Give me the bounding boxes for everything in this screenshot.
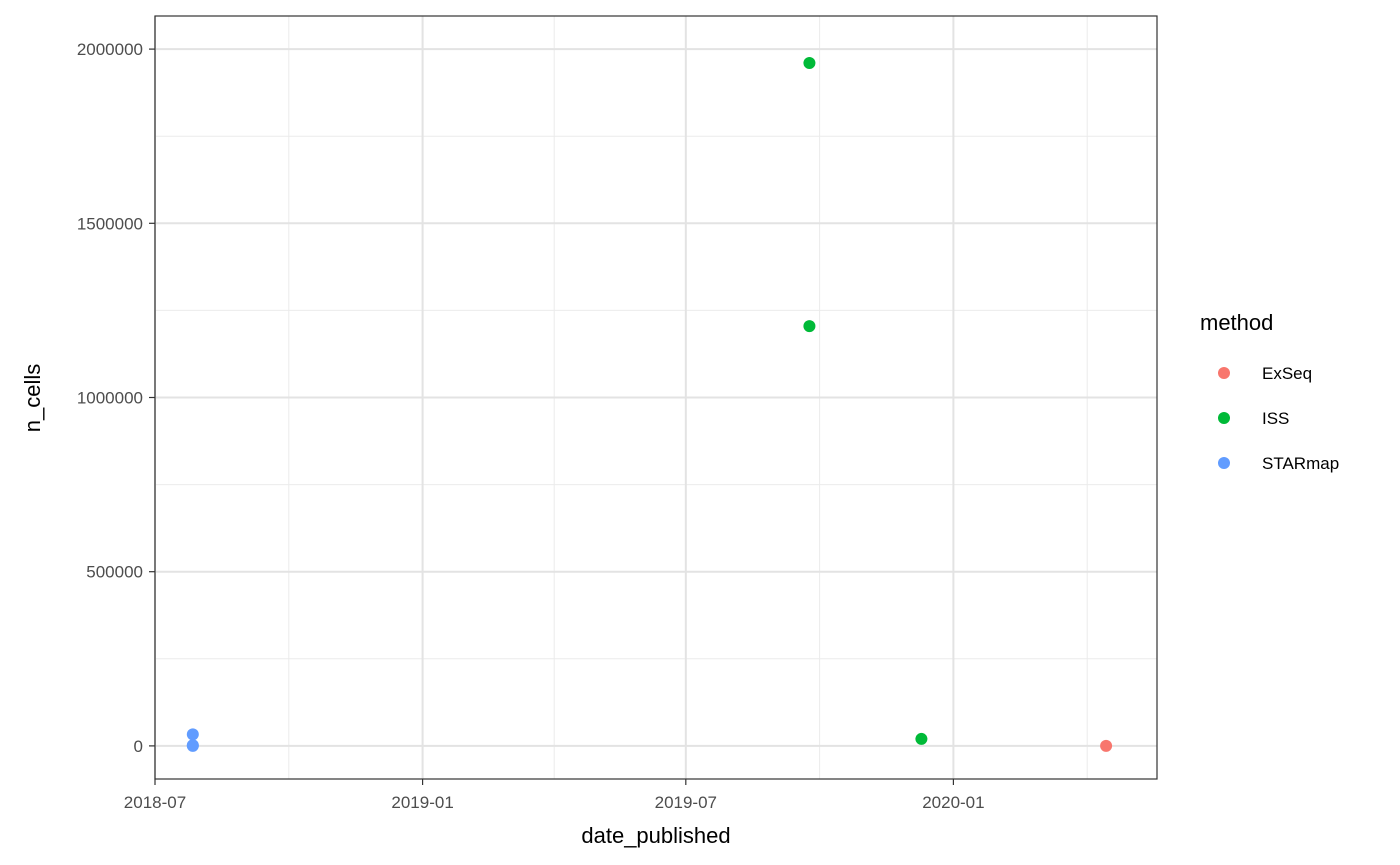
data-point-iss [803, 57, 816, 70]
data-points [186, 57, 1113, 752]
legend-title: method [1200, 310, 1273, 335]
y-axis-title: n_cells [20, 364, 45, 432]
y-tick-label: 1500000 [77, 214, 143, 233]
x-axis: 2018-07 2019-01 2019-07 2020-01 [124, 779, 985, 812]
y-tick-label: 500000 [86, 563, 143, 582]
x-tick-label: 2019-01 [391, 793, 453, 812]
legend: method ExSeq ISS STARmap [1200, 310, 1339, 473]
x-tick-label: 2020-01 [922, 793, 984, 812]
data-point-exseq [1100, 739, 1113, 752]
data-point-iss [803, 320, 816, 333]
y-axis: 0 500000 1000000 1500000 2000000 [77, 40, 155, 756]
data-point-starmap [186, 728, 199, 741]
data-point-iss [915, 732, 928, 745]
legend-label-iss: ISS [1262, 409, 1289, 428]
x-axis-title: date_published [581, 823, 730, 848]
legend-key-iss [1218, 412, 1230, 424]
legend-key-starmap [1218, 457, 1230, 469]
y-tick-label: 0 [134, 737, 143, 756]
data-point-starmap [186, 739, 199, 752]
legend-key-exseq [1218, 367, 1230, 379]
x-tick-label: 2018-07 [124, 793, 186, 812]
y-tick-label: 2000000 [77, 40, 143, 59]
legend-label-exseq: ExSeq [1262, 364, 1312, 383]
legend-label-starmap: STARmap [1262, 454, 1339, 473]
x-tick-label: 2019-07 [655, 793, 717, 812]
y-tick-label: 1000000 [77, 389, 143, 408]
